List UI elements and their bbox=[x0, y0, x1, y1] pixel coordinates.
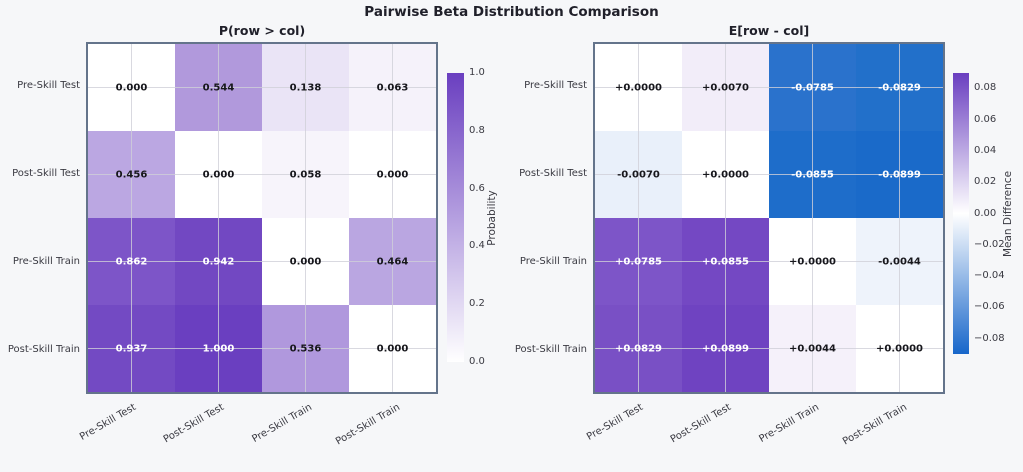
colorbar-tick-label: −0.02 bbox=[974, 238, 1005, 250]
gridline bbox=[88, 261, 436, 262]
y-tick-label: Post-Skill Test bbox=[519, 168, 587, 179]
gridline bbox=[595, 174, 943, 175]
cell-value: +0.0000 bbox=[615, 82, 662, 93]
y-tick-label: Post-Skill Train bbox=[7, 344, 80, 355]
colorbar bbox=[953, 73, 969, 354]
cell-value: 0.942 bbox=[202, 256, 235, 267]
cell-value: 0.058 bbox=[289, 169, 322, 180]
gridline bbox=[812, 44, 813, 392]
subplot-title: P(row > col) bbox=[218, 23, 306, 38]
heatmap-cell-grid: +0.0000 +0.0070 -0.0785 -0.0829 -0.0070 +0.00… bbox=[595, 44, 943, 392]
gridline bbox=[305, 44, 306, 392]
gridline bbox=[392, 44, 393, 392]
cell-value: 0.456 bbox=[115, 169, 148, 180]
colorbar-axis-label: Mean Difference bbox=[1002, 170, 1014, 257]
cell-value: +0.0899 bbox=[702, 343, 749, 354]
cell-value: +0.0785 bbox=[615, 256, 662, 267]
gridline bbox=[88, 348, 436, 349]
cell-value: 0.937 bbox=[115, 343, 148, 354]
colorbar-tick-label: 0.6 bbox=[469, 182, 485, 194]
cell-value: -0.0044 bbox=[878, 256, 921, 267]
colorbar-tick-label: 0.00 bbox=[974, 207, 997, 219]
y-tick-label: Pre-Skill Train bbox=[519, 256, 587, 267]
colorbar-tick-label: −0.08 bbox=[974, 332, 1005, 344]
colorbar-tick-label: −0.04 bbox=[974, 270, 1005, 281]
colorbar-tick-label: 0.2 bbox=[469, 298, 485, 310]
y-tick-label: Pre-Skill Test bbox=[17, 80, 80, 91]
colorbar-axis-label: Probability bbox=[486, 189, 498, 246]
cell-value: 0.000 bbox=[376, 343, 409, 354]
cell-value: +0.0000 bbox=[789, 256, 836, 267]
heatmap-cell-grid: 0.000 0.544 0.138 0.063 0.456 0.000 0.058 0.000… bbox=[88, 44, 436, 392]
cell-value: +0.0070 bbox=[702, 82, 749, 93]
cell-value: 0.000 bbox=[115, 82, 148, 93]
cell-value: 0.862 bbox=[115, 256, 148, 267]
colorbar-tick-label: 0.02 bbox=[974, 176, 997, 188]
cell-value: -0.0855 bbox=[791, 169, 834, 180]
y-tick-label: Pre-Skill Test bbox=[524, 80, 587, 91]
gridline bbox=[88, 174, 436, 175]
figure: Pairwise Beta Distribution Comparison P(… bbox=[7, 4, 1014, 448]
colorbar-tick-label: −0.06 bbox=[974, 301, 1005, 313]
cell-value: +0.0855 bbox=[702, 256, 749, 267]
cell-value: +0.0044 bbox=[789, 343, 836, 354]
colorbar-tick-label: 0.8 bbox=[469, 124, 485, 136]
cell-value: 0.464 bbox=[376, 256, 409, 267]
gridline bbox=[218, 44, 219, 392]
cell-value: 0.544 bbox=[202, 82, 235, 93]
cell-value: -0.0070 bbox=[617, 169, 660, 180]
colorbar-tick-label: 0.4 bbox=[469, 240, 485, 252]
gridline bbox=[899, 44, 900, 392]
cell-value: 0.000 bbox=[289, 256, 322, 267]
heatmap-axes: +0.0000 +0.0070 -0.0785 -0.0829 -0.0070 +0.00… bbox=[593, 42, 945, 394]
colorbar-tick-label: 0.04 bbox=[974, 144, 997, 156]
subplot-title: E[row - col] bbox=[728, 23, 810, 38]
colorbar-tick-label: 1.0 bbox=[469, 67, 485, 78]
gridline bbox=[725, 44, 726, 392]
cell-value: -0.0899 bbox=[878, 169, 921, 180]
cell-value: +0.0000 bbox=[702, 169, 749, 180]
y-tick-label: Post-Skill Test bbox=[12, 168, 80, 179]
gridline bbox=[595, 261, 943, 262]
cell-value: 1.000 bbox=[202, 343, 235, 354]
gridline bbox=[88, 87, 436, 88]
cell-value: +0.0000 bbox=[876, 343, 923, 354]
y-tick-label: Pre-Skill Train bbox=[12, 256, 80, 267]
figure-title: Pairwise Beta Distribution Comparison bbox=[364, 4, 659, 20]
colorbar-tick-label: 0.06 bbox=[974, 113, 997, 125]
colorbar bbox=[447, 73, 464, 362]
cell-value: 0.536 bbox=[289, 343, 322, 354]
cell-value: 0.000 bbox=[376, 169, 409, 180]
gridline bbox=[595, 87, 943, 88]
gridline bbox=[595, 348, 943, 349]
gridline bbox=[131, 44, 132, 392]
cell-value: 0.000 bbox=[202, 169, 235, 180]
gridline bbox=[638, 44, 639, 392]
cell-value: 0.138 bbox=[289, 82, 322, 93]
cell-value: -0.0829 bbox=[878, 82, 921, 93]
colorbar-tick-label: 0.08 bbox=[974, 82, 997, 94]
cell-value: 0.063 bbox=[376, 82, 409, 93]
cell-value: +0.0829 bbox=[615, 343, 662, 354]
heatmap-axes: 0.000 0.544 0.138 0.063 0.456 0.000 0.058 0.000… bbox=[86, 42, 438, 394]
colorbar-tick-label: 0.0 bbox=[469, 356, 485, 367]
y-tick-label: Post-Skill Train bbox=[514, 344, 587, 355]
cell-value: -0.0785 bbox=[791, 82, 834, 93]
